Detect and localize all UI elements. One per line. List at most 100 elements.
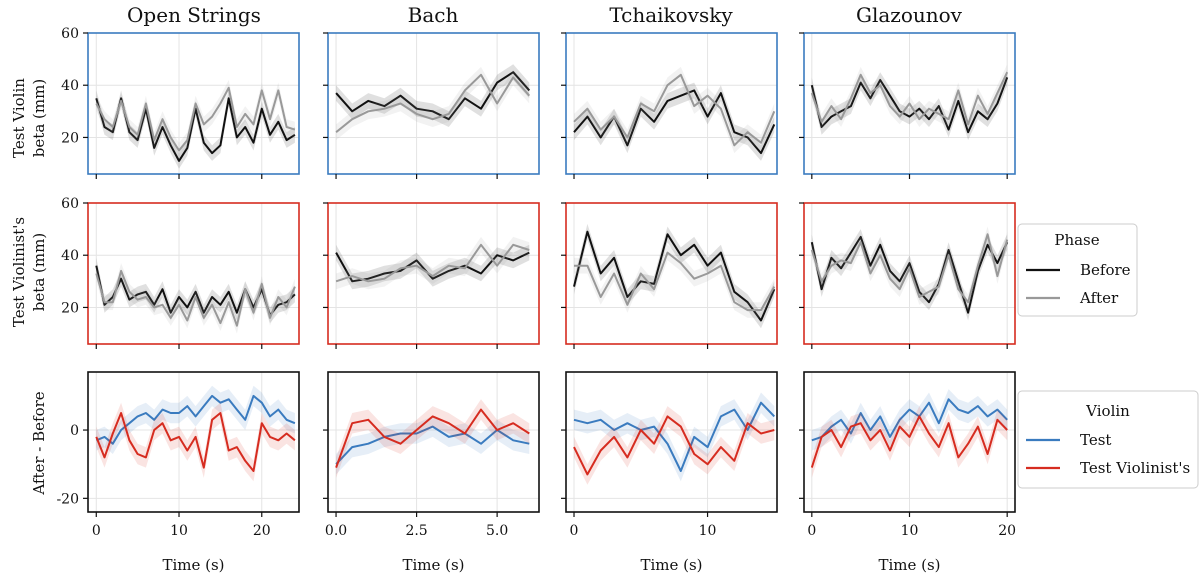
x-axis-label: Time (s) [640, 556, 702, 574]
row-1-label-line-1: Test Violin [10, 78, 28, 158]
row-1-label-line-2: beta (mm) [30, 79, 48, 157]
panel-frame [565, 32, 778, 175]
panel-r3-c4: 0 10 20 Time (s) [799, 371, 1016, 574]
series-line-after [574, 251, 776, 312]
row-labels: Test Violin beta (mm) Test Violinist's b… [10, 78, 48, 496]
panel-frame [327, 32, 540, 175]
legend-violin: Violin Test Test Violinist's [1017, 390, 1199, 489]
y-tick-label-1: 40 [61, 248, 79, 264]
series-line-after [335, 243, 530, 283]
series-band-after [574, 244, 775, 318]
series-line-test [811, 398, 1008, 442]
series-line-test-violinist-s [95, 412, 296, 472]
panel-frame [87, 371, 300, 513]
series-band-after [336, 66, 530, 141]
legend-phase-frame [1017, 223, 1138, 317]
series-line-after [810, 71, 1009, 126]
column-title-bach: Bach [408, 3, 459, 27]
series-line-after [335, 73, 531, 133]
panel-r1-c2 [323, 32, 540, 179]
panel-r2-c3 [561, 202, 778, 349]
series-line-test-violinist-s [573, 415, 775, 476]
y-tick-label-0: 20 [61, 300, 79, 316]
legend-phase-title: Phase [1054, 231, 1099, 249]
x-tick-label-0: 0 [570, 523, 579, 539]
y-tick-label-1: 40 [61, 78, 79, 94]
x-axis-label: Time (s) [402, 556, 464, 574]
series-band-test [336, 416, 530, 475]
series-line-before [573, 230, 776, 322]
legend-violin-violinist-label: Test Violinist's [1080, 459, 1190, 477]
series-line-before [95, 265, 296, 317]
panel-frame [87, 202, 300, 345]
y-tick-label-2: 60 [61, 26, 79, 42]
series-line-after [810, 233, 1009, 304]
panel-r2-c1: 20 40 60 [61, 196, 300, 349]
x-tick-label-2: 20 [253, 523, 271, 539]
series-line-before [335, 251, 530, 283]
legend-violin-test-label: Test [1080, 431, 1111, 449]
panel-r1-c3 [561, 32, 778, 179]
series-line-after [95, 269, 296, 327]
row-label-test-violin: Test Violin [0, 0, 64, 4]
series-line-after [573, 73, 776, 147]
series-line-before [335, 71, 531, 121]
series-band-after [96, 80, 295, 159]
series-line-before [810, 77, 1009, 134]
series-line-test-violinist-s [335, 408, 530, 468]
series-band-test [96, 385, 295, 454]
panel-frame [87, 32, 300, 175]
legend-phase-after-label: After [1079, 289, 1119, 307]
column-title-glazounov: Glazounov [856, 3, 963, 27]
panel-r1-c4 [799, 32, 1016, 179]
x-axis-label: Time (s) [162, 556, 224, 574]
x-tick-label-1: 10 [170, 523, 188, 539]
series-line-test [573, 401, 776, 472]
row-2-label-line-2: beta (mm) [30, 233, 48, 311]
x-tick-label-1: 2.5 [405, 523, 427, 539]
series-band-test-violinist-s [336, 399, 530, 478]
panel-frame [565, 371, 778, 513]
panel-r2-c2 [323, 202, 540, 349]
series-line-before [573, 89, 776, 155]
y-tick-label-1: 0 [70, 423, 79, 439]
x-tick-label-1: 10 [699, 523, 717, 539]
x-tick-label-0: 0 [92, 523, 101, 539]
x-tick-label-2: 20 [998, 523, 1016, 539]
series-line-before [95, 97, 296, 162]
y-tick-label-0: -20 [56, 491, 79, 507]
series-line-before [810, 235, 1009, 314]
series-line-after [95, 86, 296, 152]
x-tick-label-1: 10 [901, 523, 919, 539]
row-label-1-line-1: Test Violin [0, 0, 64, 4]
series-band-after [811, 64, 1008, 133]
panel-r3-c1: 0 10 20 -20 0 Time (s) [56, 371, 300, 574]
panel-r2-c4 [799, 202, 1016, 349]
column-title-open-strings: Open Strings [127, 3, 261, 27]
panel-r3-c2: 0.0 2.5 5.0 Time (s) [323, 371, 540, 574]
column-title-tchaikovsky: Tchaikovsky [609, 3, 733, 27]
series-line-test [95, 394, 296, 445]
series-line-test-violinist-s [810, 415, 1008, 468]
x-axis-label: Time (s) [878, 556, 940, 574]
legend-phase-before-label: Before [1080, 261, 1131, 279]
series-band-before [96, 257, 295, 324]
y-tick-label-0: 20 [61, 130, 79, 146]
legend-phase: Phase Before After [1017, 223, 1138, 317]
legend-violin-title: Violin [1085, 402, 1130, 420]
panel-frame [327, 371, 540, 513]
series-band-after [336, 236, 530, 290]
row-2-label-line-1: Test Violinist's [10, 217, 28, 327]
x-tick-label-2: 5.0 [486, 523, 508, 539]
panel-frame [565, 202, 778, 345]
y-tick-label-2: 60 [61, 196, 79, 212]
legend-violin-frame [1017, 390, 1199, 489]
x-tick-label-0: 0 [807, 523, 816, 539]
series-band-test [811, 389, 1008, 451]
panel-r1-c1: 20 40 60 [61, 26, 300, 179]
panel-frame [327, 202, 540, 345]
panels: 20 40 60 20 40 60 0 10 20 -20 0 Time (s) 0.0 2.5 5.0 Ti… [56, 26, 1016, 574]
panel-r3-c3: 0 10 Time (s) [561, 371, 778, 574]
series-band-before [336, 64, 530, 127]
